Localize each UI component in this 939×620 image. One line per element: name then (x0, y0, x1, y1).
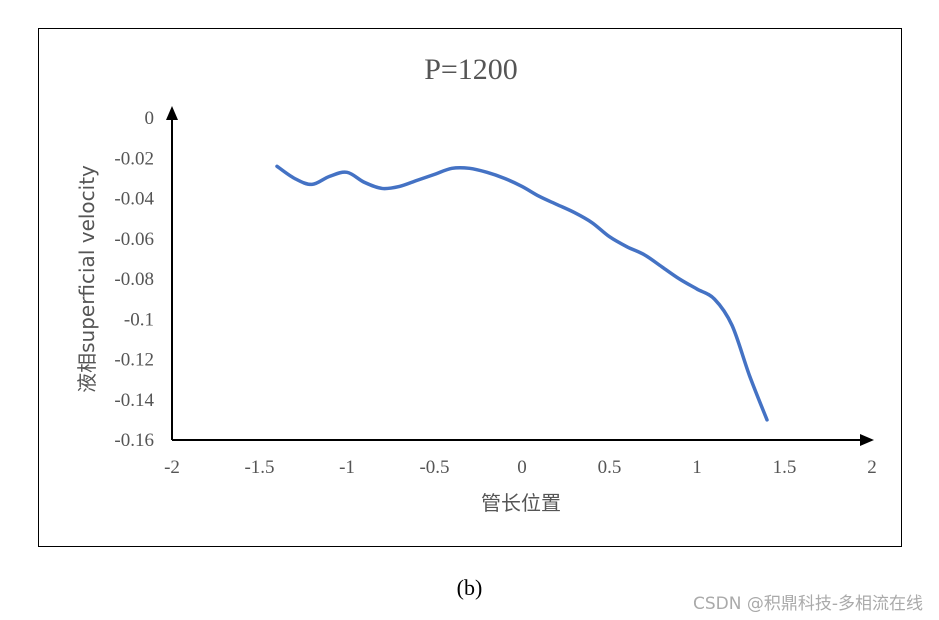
chart-title: P=1200 (424, 53, 518, 86)
x-tick-label: 0.5 (598, 457, 622, 478)
chart-frame: P=1200 -2 -1.5 -1 -0.5 0 0.5 1 1.5 2 0 -0.02 -0.04-… (38, 28, 902, 547)
y-tick-label: -0.06 (114, 229, 154, 250)
chart-svg: P=1200 -2 -1.5 -1 -0.5 0 0.5 1 1.5 20-0.02-0.04-… (75, 53, 877, 515)
x-axis-arrow (860, 434, 874, 446)
figure-caption: (b) (456, 575, 483, 600)
x-tick-label: 0 (517, 457, 527, 478)
y-tick-label: -0.02 (114, 148, 154, 169)
y-tick-label: -0.08 (114, 269, 154, 290)
x-tick-label: 2 (867, 457, 877, 478)
y-tick-label: -0.1 (124, 309, 154, 330)
axes (166, 106, 874, 446)
y-axis-arrow (166, 106, 178, 120)
x-tick-label: -1 (339, 457, 355, 478)
x-tick-label: -0.5 (419, 457, 449, 478)
x-tick-label: 1 (692, 457, 702, 478)
x-tick-label: -1.5 (244, 457, 274, 478)
x-axis-label: 管长位置 (481, 491, 561, 515)
y-tick-label: -0.14 (114, 390, 154, 411)
x-tick-label: -2 (164, 457, 180, 478)
watermark-text: CSDN @积鼎科技-多相流在线 (692, 594, 923, 614)
x-tick-label: 1.5 (773, 457, 797, 478)
y-tick-label: 0 (145, 108, 155, 129)
tick-labels: -2 -1.5 -1 -0.5 0 0.5 1 1.5 2 0 -0.02 -0.04 -0.06 -0.… (114, 108, 876, 478)
y-tick-label: -0.04 (114, 189, 154, 210)
y-tick-label: -0.16 (114, 430, 154, 451)
series-line (275, 164, 769, 422)
y-axis-label: 液相superficial velocity (75, 165, 99, 393)
y-tick-label: -0.12 (114, 350, 154, 371)
series-layer (275, 164, 769, 422)
